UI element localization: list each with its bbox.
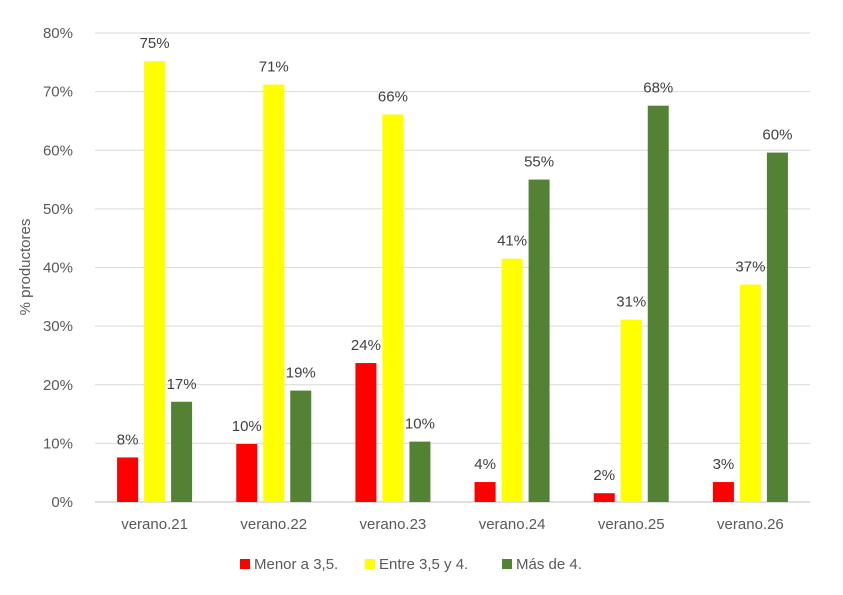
bar [171,401,193,502]
y-tick-label: 30% [43,318,73,335]
bar [236,443,258,502]
bar [739,284,761,502]
bar [382,114,404,503]
bar [355,363,377,502]
data-label: 37% [735,259,765,276]
data-labels: 8% 75% 17% 10% 71% 19% 24% 66% 10% 4% 41% 55% 2% 31% 6… [117,35,793,484]
bar [409,441,431,502]
y-tick-label: 0% [51,494,73,511]
bar [593,493,615,502]
legend-swatch [240,559,250,569]
data-label: 31% [616,294,646,311]
legend-item: Entre 3,5 y 4. [365,556,468,573]
legend-item: Más de 4. [502,556,582,573]
data-label: 68% [643,80,673,97]
bar [474,482,496,502]
y-axis-label: % productores [17,219,34,316]
data-label: 55% [524,154,554,171]
data-label: 71% [259,59,289,76]
legend-swatch [502,559,512,569]
bar [501,258,523,502]
data-label: 17% [167,376,197,393]
y-tick-label: 10% [43,435,73,452]
legend: Menor a 3,5. Entre 3,5 y 4. Más de 4. [240,556,582,573]
bar [117,457,139,502]
x-axis-categories: verano.21 verano.22 verano.23 verano.24 vera… [121,516,784,533]
x-tick-label: verano.24 [479,516,546,533]
y-tick-label: 50% [43,201,73,218]
legend-label: Menor a 3,5. [254,556,338,573]
bars [117,61,788,503]
x-tick-label: verano.23 [360,516,427,533]
data-label: 3% [713,456,735,473]
y-axis-ticks: 0% 10% 20% 30% 40% 50% 60% 70% 80% [43,25,73,511]
legend-label: Entre 3,5 y 4. [379,556,468,573]
bar [766,152,788,502]
y-tick-label: 70% [43,84,73,101]
data-label: 60% [762,127,792,144]
data-label: 66% [378,88,408,105]
x-tick-label: verano.26 [717,516,784,533]
data-label: 24% [351,337,381,354]
data-label: 19% [286,365,316,382]
data-label: 10% [405,416,435,433]
y-tick-label: 40% [43,260,73,277]
legend-label: Más de 4. [516,556,582,573]
bar [290,390,312,502]
bar [712,482,734,502]
x-tick-label: verano.25 [598,516,665,533]
y-tick-label: 60% [43,142,73,159]
data-label: 41% [497,233,527,250]
y-tick-label: 80% [43,25,73,42]
data-label: 75% [140,35,170,52]
x-tick-label: verano.22 [240,516,307,533]
bar [144,61,166,502]
data-label: 10% [232,418,262,435]
x-tick-label: verano.21 [121,516,188,533]
bar [263,84,285,502]
legend-swatch [365,559,375,569]
data-label: 2% [593,467,615,484]
y-tick-label: 20% [43,377,73,394]
bar [647,105,669,502]
bar [620,319,642,502]
data-label: 8% [117,431,139,448]
bar [528,179,550,502]
legend-item: Menor a 3,5. [240,556,338,573]
gridlines [95,32,810,503]
data-label: 4% [474,456,496,473]
